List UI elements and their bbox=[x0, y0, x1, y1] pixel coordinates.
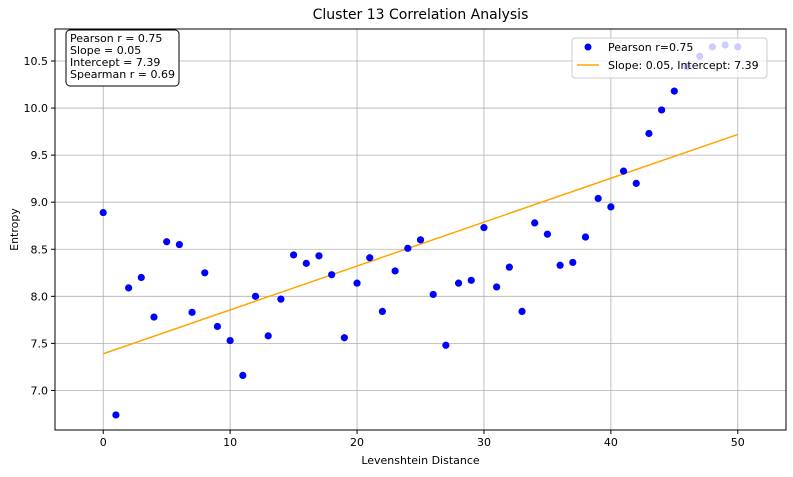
data-point bbox=[480, 224, 488, 232]
data-point bbox=[581, 233, 590, 241]
x-tick-label: 10 bbox=[223, 436, 237, 449]
data-point bbox=[137, 273, 145, 282]
data-point bbox=[619, 167, 628, 175]
y-tick-label: 9.5 bbox=[31, 149, 49, 162]
data-point bbox=[150, 313, 158, 321]
data-point bbox=[391, 267, 399, 275]
y-tick-label: 9.0 bbox=[31, 196, 49, 209]
data-point bbox=[442, 341, 450, 349]
data-point bbox=[645, 129, 653, 138]
stats-box: Pearson r = 0.75 Slope = 0.05 Intercept … bbox=[65, 29, 180, 87]
x-axis-label: Levenshtein Distance bbox=[361, 454, 480, 467]
data-point bbox=[493, 283, 501, 291]
data-points bbox=[99, 41, 742, 419]
data-point bbox=[378, 307, 387, 315]
legend-label: Pearson r=0.75 bbox=[608, 41, 693, 54]
stats-line: Intercept = 7.39 bbox=[70, 56, 160, 69]
data-point bbox=[125, 284, 133, 292]
y-tick-label: 8.0 bbox=[31, 290, 49, 303]
data-point bbox=[658, 106, 666, 114]
stats-box-frame bbox=[65, 29, 180, 87]
chart-title: Cluster 13 Correlation Analysis bbox=[313, 7, 529, 23]
data-point bbox=[632, 179, 640, 187]
data-point bbox=[328, 271, 336, 279]
y-axis-ticks: 7.0 7.5 8.0 8.5 9.0 9.5 10.0 10.5 bbox=[24, 55, 55, 397]
x-tick-label: 0 bbox=[100, 436, 107, 449]
data-point bbox=[99, 208, 107, 217]
regression-line bbox=[102, 133, 739, 355]
stats-line: Slope = 0.05 bbox=[70, 44, 141, 57]
data-point bbox=[239, 371, 247, 380]
data-point bbox=[188, 308, 196, 316]
data-point bbox=[175, 240, 183, 249]
legend-point-marker bbox=[584, 43, 592, 51]
data-point bbox=[429, 290, 437, 299]
data-point bbox=[302, 259, 310, 267]
data-point bbox=[518, 307, 526, 315]
data-point bbox=[213, 322, 222, 331]
data-point bbox=[277, 295, 285, 303]
data-point bbox=[467, 276, 475, 284]
data-point bbox=[543, 230, 552, 238]
data-point bbox=[594, 194, 602, 203]
data-point bbox=[163, 238, 171, 246]
data-point bbox=[353, 279, 361, 287]
plot-frame bbox=[54, 28, 787, 431]
data-point bbox=[607, 203, 615, 211]
data-point bbox=[670, 87, 678, 95]
data-point bbox=[264, 332, 272, 340]
data-point bbox=[505, 263, 513, 271]
data-point bbox=[315, 252, 323, 260]
x-tick-label: 30 bbox=[477, 436, 491, 449]
y-tick-label: 10.0 bbox=[24, 102, 49, 115]
y-tick-label: 7.0 bbox=[31, 384, 49, 397]
data-point bbox=[289, 251, 298, 259]
data-point bbox=[416, 236, 425, 244]
data-point bbox=[112, 411, 120, 419]
data-point bbox=[340, 334, 348, 342]
data-point bbox=[366, 254, 374, 262]
data-point bbox=[251, 292, 260, 300]
data-point bbox=[569, 258, 577, 267]
regression-line-layer bbox=[102, 133, 739, 355]
legend-label: Slope: 0.05, Intercept: 7.39 bbox=[608, 59, 759, 72]
data-point bbox=[201, 269, 209, 277]
data-point bbox=[454, 279, 463, 287]
x-axis-ticks: 0 10 20 30 40 50 bbox=[100, 430, 745, 449]
data-point bbox=[556, 261, 564, 269]
x-tick-label: 20 bbox=[350, 436, 364, 449]
y-axis-label: Entropy bbox=[8, 208, 21, 251]
x-tick-label: 40 bbox=[604, 436, 618, 449]
data-point bbox=[404, 244, 412, 252]
data-point bbox=[226, 336, 234, 345]
y-tick-label: 7.5 bbox=[31, 337, 49, 350]
y-tick-label: 10.5 bbox=[24, 55, 49, 68]
data-point bbox=[531, 219, 539, 227]
stats-line: Spearman r = 0.69 bbox=[70, 68, 175, 81]
legend-frame bbox=[571, 37, 768, 79]
y-tick-label: 8.5 bbox=[31, 243, 49, 256]
stats-line: Pearson r = 0.75 bbox=[70, 32, 162, 45]
legend: Pearson r=0.75 Slope: 0.05, Intercept: 7… bbox=[571, 37, 768, 79]
x-tick-label: 50 bbox=[731, 436, 745, 449]
